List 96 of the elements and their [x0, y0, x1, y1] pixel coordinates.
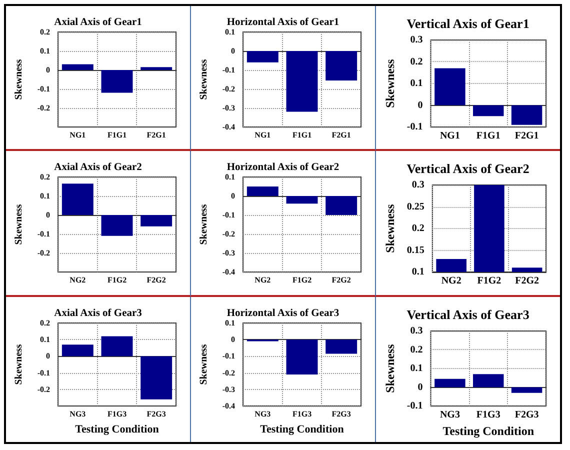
- x-tick-label: F1G3: [107, 409, 127, 418]
- chart-title: Horizontal Axis of Gear2: [226, 162, 340, 174]
- y-tick-label: -0.2: [37, 248, 50, 258]
- y-tick-label: 0.1: [410, 362, 423, 374]
- x-tick-label: F2G2: [146, 276, 166, 285]
- chart-title: Axial Axis of Gear3: [54, 308, 142, 319]
- chart-title: Vertical Axis of Gear1: [406, 16, 530, 31]
- y-axis-title: Skewness: [14, 344, 24, 384]
- y-tick-label: 0.1: [40, 334, 50, 344]
- y-axis-title: Skewness: [198, 204, 210, 246]
- x-tick-label: F1G2: [477, 276, 502, 287]
- x-tick-label: NG1: [440, 130, 460, 142]
- x-tick-label: F2G1: [332, 130, 351, 140]
- y-tick-label: 0.1: [412, 266, 424, 278]
- x-tick-label: F1G1: [107, 130, 127, 140]
- x-tick-label: F1G3: [476, 409, 500, 420]
- y-tick-label: 0.25: [406, 202, 424, 213]
- x-tick-label: F1G1: [292, 130, 312, 140]
- chart-title: Horizontal Axis of Gear3: [226, 308, 340, 319]
- x-tick-label: F2G1: [514, 130, 539, 142]
- x-tick-label: F2G3: [332, 409, 351, 418]
- y-tick-label: 0.2: [40, 172, 50, 182]
- y-tick-label: 0.2: [410, 56, 423, 68]
- chart-title: Vertical Axis of Gear2: [406, 161, 530, 176]
- y-tick-label: -0.2: [37, 384, 50, 394]
- y-axis-title: Skewness: [383, 343, 397, 392]
- y-tick-label: 0.2: [412, 223, 424, 234]
- x-tick-label: NG2: [70, 276, 86, 285]
- y-tick-label: -0.1: [37, 230, 50, 239]
- y-tick-label: -0.1: [406, 400, 423, 412]
- y-tick-label: 0.1: [40, 46, 50, 56]
- y-tick-label: -0.3: [222, 248, 235, 258]
- y-tick-label: -0.2: [222, 84, 235, 94]
- x-tick-label: F2G3: [146, 409, 166, 418]
- y-tick-label: 0.3: [412, 180, 424, 191]
- y-tick-label: -0.2: [222, 230, 235, 239]
- y-tick-label: 0: [46, 66, 50, 74]
- y-tick-label: -0.2: [222, 368, 235, 377]
- y-tick-label: 0: [46, 351, 50, 360]
- y-tick-label: -0.2: [37, 104, 50, 112]
- x-tick-label: NG2: [441, 276, 462, 287]
- y-axis-title: Skewness: [14, 59, 24, 100]
- y-tick-label: 0.15: [406, 245, 424, 256]
- y-axis-title: Skewness: [383, 204, 397, 254]
- x-tick-label: NG3: [440, 409, 460, 420]
- y-tick-label: 0: [231, 192, 235, 201]
- chart-title: Axial Axis of Gear2: [54, 162, 142, 174]
- y-axis-title: Skewness: [198, 344, 210, 384]
- x-tick-label: NG3: [70, 409, 86, 418]
- y-tick-label: 0.1: [40, 192, 50, 201]
- y-tick-label: 0: [231, 334, 235, 344]
- x-tick-label: F1G3: [292, 409, 312, 418]
- y-tick-label: 0.2: [410, 344, 423, 355]
- y-tick-label: 0.3: [410, 325, 423, 336]
- y-tick-label: 0.1: [225, 172, 235, 182]
- x-tick-label: F1G1: [476, 130, 500, 142]
- y-tick-label: -0.1: [222, 210, 235, 220]
- x-tick-label: F1G2: [292, 276, 312, 285]
- y-tick-label: 0.2: [40, 318, 50, 328]
- y-tick-label: 0: [46, 210, 50, 220]
- x-axis-title: Testing Condition: [260, 423, 344, 436]
- y-tick-label: 0: [418, 381, 423, 392]
- chart-title: Horizontal Axis of Gear1: [226, 17, 340, 28]
- x-tick-label: F2G2: [332, 276, 351, 285]
- y-axis-title: Skewness: [14, 204, 24, 246]
- x-tick-label: F1G2: [107, 276, 127, 285]
- y-tick-label: -0.1: [406, 122, 423, 132]
- y-tick-label: -0.1: [37, 84, 50, 94]
- x-tick-label: F2G2: [515, 276, 540, 287]
- x-tick-label: F2G3: [514, 409, 539, 420]
- x-tick-label: NG3: [254, 409, 271, 418]
- y-tick-label: 0.3: [410, 34, 423, 46]
- x-axis-title: Testing Condition: [442, 424, 534, 438]
- y-tick-label: 0.1: [225, 28, 235, 36]
- x-tick-label: F2G1: [146, 130, 166, 140]
- y-tick-label: -0.1: [37, 368, 50, 377]
- x-tick-label: NG1: [254, 130, 271, 140]
- y-axis-title: Skewness: [383, 58, 397, 108]
- y-axis-title: Skewness: [198, 59, 210, 100]
- x-tick-label: NG2: [254, 276, 271, 285]
- y-tick-label: 0.1: [410, 78, 423, 89]
- chart-title: Vertical Axis of Gear3: [406, 306, 530, 322]
- x-tick-label: NG1: [70, 130, 86, 140]
- y-tick-label: 0: [418, 100, 423, 111]
- y-tick-label: -0.4: [222, 268, 235, 277]
- x-axis-title: Testing Condition: [75, 423, 159, 436]
- y-tick-label: -0.4: [222, 122, 235, 132]
- y-tick-label: 0.1: [225, 318, 235, 328]
- y-tick-label: 0: [231, 46, 235, 56]
- y-tick-label: -0.4: [222, 401, 235, 410]
- y-tick-label: -0.3: [222, 104, 235, 112]
- y-tick-label: -0.1: [222, 66, 235, 74]
- y-tick-label: 0.2: [40, 28, 50, 36]
- y-tick-label: -0.3: [222, 384, 235, 394]
- chart-title: Axial Axis of Gear1: [54, 17, 142, 28]
- y-tick-label: -0.1: [222, 351, 235, 360]
